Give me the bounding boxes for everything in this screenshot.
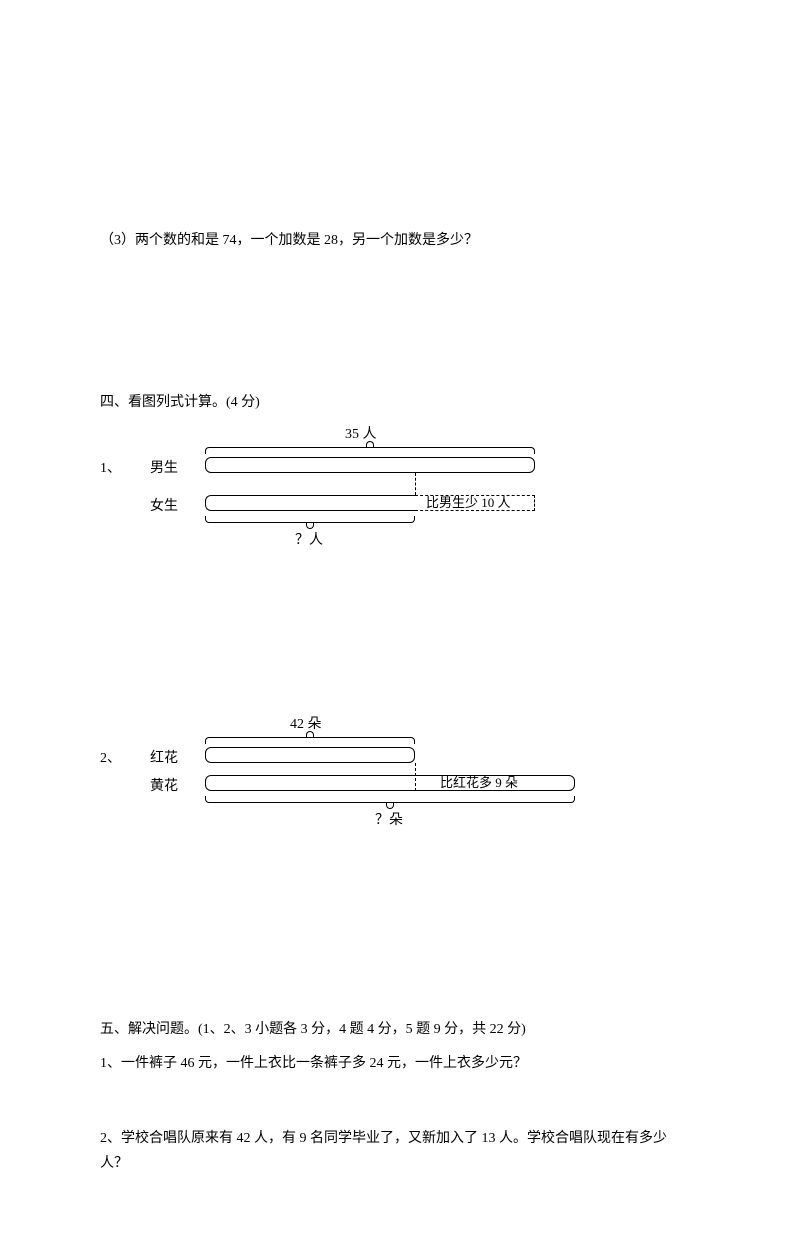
diagram-1: 1、 35 人 男生 女生 比男生少 10 人 ？人 bbox=[100, 429, 694, 549]
question-5-1: 1、一件裤子 46 元，一件上衣比一条裤子多 24 元，一件上衣多少元？ bbox=[100, 1053, 694, 1075]
section-5-title-text: 五、解决问题。(1、2、3 小题各 3 分，4 题 4 分，5 题 9 分，共 … bbox=[100, 1022, 526, 1037]
diagram-1-top-brace bbox=[205, 443, 535, 455]
diagram-1-diff-label: 比男生少 10 人 bbox=[426, 492, 511, 511]
diagram-2-number: 2、 bbox=[100, 747, 121, 767]
question-3-text: （3）两个数的和是 74，一个加数是 28，另一个加数是多少？ bbox=[100, 233, 478, 248]
diagram-2-dashed-divider bbox=[415, 763, 416, 791]
diagram-1-number: 1、 bbox=[100, 457, 121, 477]
diagram-1-row2-label: 女生 bbox=[150, 495, 178, 515]
question-5-2: 2、学校合唱队原来有 42 人，有 9 名同学毕业了，又新加入了 13 人。学校… bbox=[100, 1126, 694, 1176]
worksheet-page: （3）两个数的和是 74，一个加数是 28，另一个加数是多少？ 四、看图列式计算… bbox=[0, 0, 794, 1244]
diagram-2-row1-label: 红花 bbox=[150, 747, 178, 767]
diagram-1-top-value: 35 人 bbox=[345, 423, 377, 443]
diagram-1-dashed-divider bbox=[415, 473, 416, 495]
diagram-1-bottom-brace bbox=[205, 515, 415, 527]
diagram-2-row2-label: 黄花 bbox=[150, 775, 178, 795]
diagram-2-top-brace bbox=[205, 733, 415, 745]
diagram-2-diff-label: 比红花多 9 朵 bbox=[440, 772, 518, 791]
question-3: （3）两个数的和是 74，一个加数是 28，另一个加数是多少？ bbox=[100, 230, 694, 252]
diagram-2-bar-yellow bbox=[205, 775, 575, 791]
diagram-1-row1-label: 男生 bbox=[150, 457, 178, 477]
question-5-1-text: 1、一件裤子 46 元，一件上衣比一条裤子多 24 元，一件上衣多少元？ bbox=[100, 1056, 527, 1071]
diagram-2-bar-red bbox=[205, 747, 415, 763]
diagram-2: 2、 42 朵 红花 黄花 比红花多 9 朵 ？朵 bbox=[100, 719, 694, 839]
diagram-1-question: ？人 bbox=[295, 529, 323, 549]
diagram-2-question: ？朵 bbox=[375, 809, 403, 829]
diagram-1-bar-girls bbox=[205, 495, 415, 511]
section-5-title: 五、解决问题。(1、2、3 小题各 3 分，4 题 4 分，5 题 9 分，共 … bbox=[100, 1019, 694, 1041]
question-5-2-text: 2、学校合唱队原来有 42 人，有 9 名同学毕业了，又新加入了 13 人。学校… bbox=[100, 1131, 667, 1171]
diagram-2-top-value: 42 朵 bbox=[290, 713, 322, 733]
section-4-title: 四、看图列式计算。(4 分) bbox=[100, 392, 694, 414]
diagram-1-bar-boys bbox=[205, 457, 535, 473]
diagram-2-bottom-brace bbox=[205, 795, 575, 807]
section-4-title-text: 四、看图列式计算。(4 分) bbox=[100, 395, 260, 410]
